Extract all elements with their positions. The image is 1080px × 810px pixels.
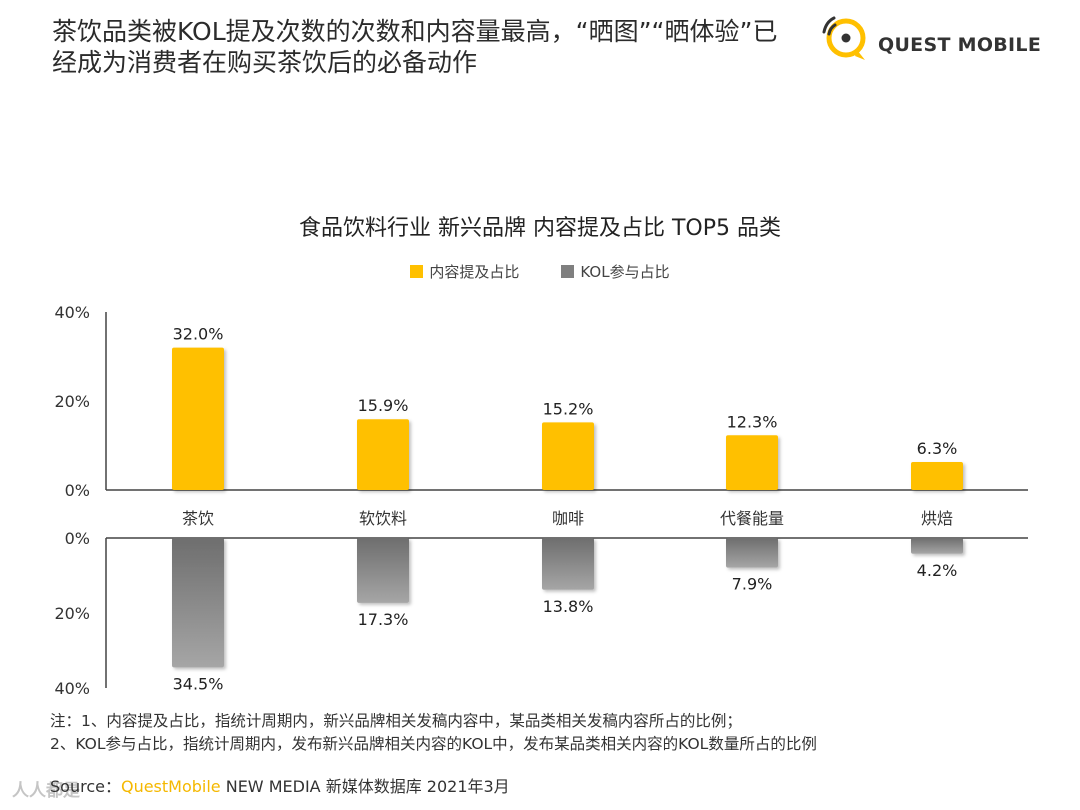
lower-y-tick-label: 40% [54,679,90,698]
source-prefix: Source： [50,777,121,796]
x-category-label: 烘焙 [921,509,953,528]
legend-label-kol: KOL参与占比 [580,263,670,281]
kol-share-bar [542,538,594,590]
kol-share-data-label: 7.9% [732,575,773,594]
footnotes: 注：1、内容提及占比，指统计周期内，新兴品牌相关发稿内容中，某品类相关发稿内容所… [50,710,817,756]
kol-share-bar [172,538,224,668]
legend-swatch-content [410,265,424,278]
content-share-data-label: 6.3% [917,439,958,458]
x-category-label: 软饮料 [359,509,407,528]
footnote-line-2: 2、KOL参与占比，指统计周期内，发布新兴品牌相关内容的KOL中，发布某品类相关… [50,735,817,753]
content-share-data-label: 32.0% [173,325,224,344]
headline-line-2: 经成为消费者在购买茶饮后的必备动作 [52,48,478,77]
x-category-label: 茶饮 [182,509,214,528]
content-share-data-label: 15.9% [358,396,409,415]
headline: 茶饮品类被KOL提及次数的次数和内容量最高，“晒图”“晒体验”已 经成为消费者在… [52,16,812,78]
content-share-bar [726,435,778,490]
kol-share-bar [911,538,963,554]
x-category-label: 咖啡 [552,509,584,528]
headline-line-1: 茶饮品类被KOL提及次数的次数和内容量最高，“晒图”“晒体验”已 [52,17,778,46]
kol-share-data-label: 17.3% [358,610,409,629]
x-category-label: 代餐能量 [720,509,784,528]
source-line: Source：QuestMobile NEW MEDIA 新媒体数据库 2021… [50,773,510,797]
content-share-data-label: 15.2% [543,399,594,418]
kol-share-bar [726,538,778,568]
content-share-bar [542,422,594,490]
logo-text: QUEST MOBILE [878,34,1042,56]
lower-y-tick-label: 20% [54,604,90,623]
upper-y-tick-label: 40% [54,303,90,322]
kol-share-data-label: 13.8% [543,597,594,616]
legend-item-content: 内容提及占比 [410,261,519,282]
upper-y-tick-label: 20% [54,392,90,411]
watermark: 人人都是 [12,781,80,801]
content-share-bar [911,461,963,490]
source-rest: NEW MEDIA 新媒体数据库 2021年3月 [220,777,510,796]
upper-y-tick-label: 0% [65,481,90,500]
quest-mobile-logo-icon [822,16,866,60]
content-share-bar [172,347,224,490]
footnote-line-1: 注：1、内容提及占比，指统计周期内，新兴品牌相关发稿内容中，某品类相关发稿内容所… [50,712,742,730]
kol-share-bar [357,538,409,603]
quest-mobile-logo: QUEST MOBILE [820,14,1050,64]
legend-label-content: 内容提及占比 [429,263,520,281]
lower-y-tick-label: 0% [65,529,90,548]
legend-swatch-kol [561,265,575,278]
kol-share-data-label: 4.2% [917,561,958,580]
source-brand: QuestMobile [120,777,221,796]
chart-title: 食品饮料行业 新兴品牌 内容提及占比 TOP5 品类 [299,216,781,241]
content-share-data-label: 12.3% [727,412,778,431]
legend-item-kol: KOL参与占比 [561,261,670,282]
content-share-bar [357,419,409,490]
chart-legend: 内容提及占比 KOL参与占比 [0,261,1080,282]
kol-share-data-label: 34.5% [173,674,224,693]
